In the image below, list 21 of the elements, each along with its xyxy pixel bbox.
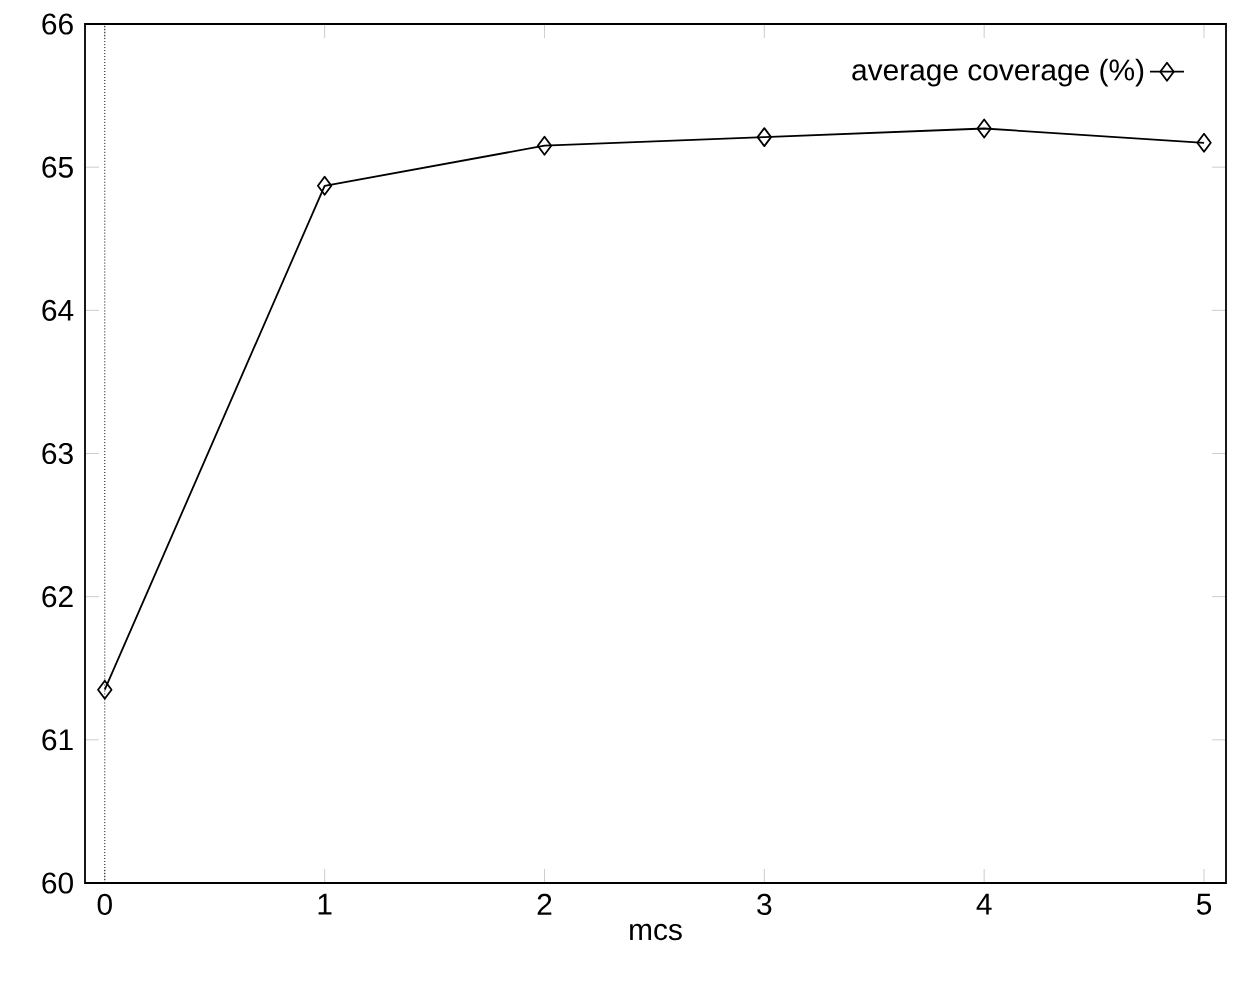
- y-tick-label: 62: [42, 586, 73, 608]
- x-tick-label: 4: [976, 893, 992, 915]
- x-tick-label: 2: [537, 893, 552, 915]
- point: [1196, 132, 1212, 153]
- point: [316, 175, 333, 196]
- point: [536, 135, 553, 156]
- x-tick-label: 1: [318, 893, 332, 915]
- x-tick-label: 0: [97, 893, 112, 916]
- point: [756, 127, 772, 147]
- y-tick-label: 65: [42, 156, 73, 178]
- legend-label: average coverage (%): [852, 58, 1144, 87]
- y-tick-label: 66: [42, 13, 73, 35]
- point: [97, 679, 113, 700]
- y-tick-label: 63: [42, 442, 73, 465]
- x-axis-title: mcs: [630, 923, 682, 941]
- y-tick-label: 60: [42, 872, 73, 894]
- point: [976, 118, 992, 139]
- x-tick-label: 3: [757, 893, 772, 916]
- y-tick-label: 61: [42, 729, 73, 751]
- x-tick-label: 5: [1196, 893, 1212, 915]
- y-tick-label: 64: [42, 299, 74, 321]
